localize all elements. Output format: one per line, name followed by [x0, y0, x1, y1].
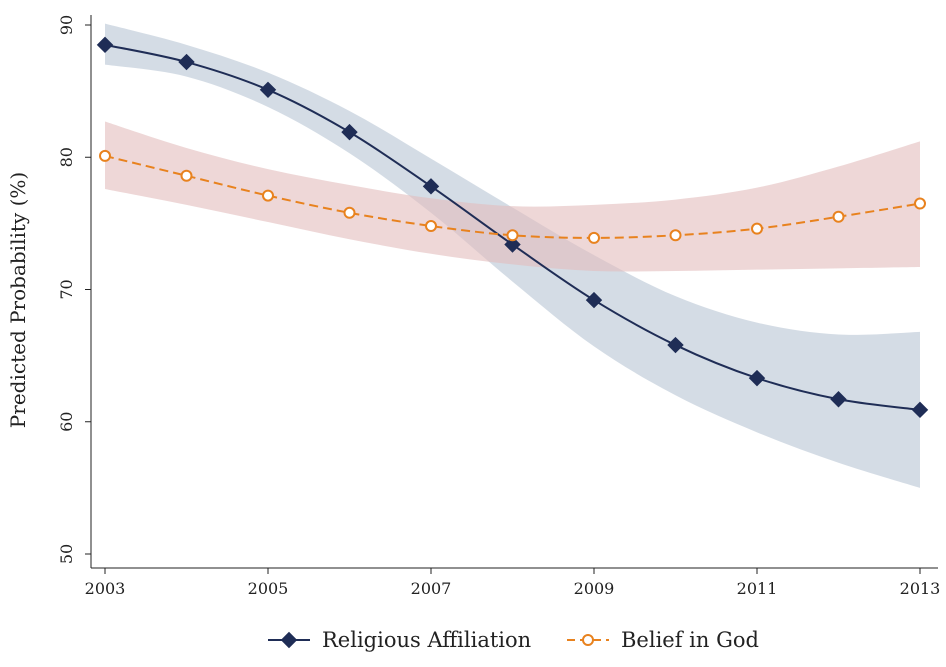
data-point-marker — [669, 229, 682, 242]
x-tick-label: 2007 — [411, 579, 452, 598]
legend-marker — [582, 634, 594, 646]
legend-label: Religious Affiliation — [322, 628, 531, 652]
x-ticks: 2003 2005 2007 2009 2011 2013 — [85, 568, 941, 598]
data-point-marker — [343, 206, 356, 219]
data-point-marker — [751, 222, 763, 235]
data-point-marker — [914, 197, 926, 210]
confidence-bands — [105, 23, 920, 488]
data-point-marker — [259, 81, 277, 99]
data-point-marker — [506, 229, 519, 242]
data-point-marker — [96, 36, 114, 54]
x-tick-label: 2003 — [85, 579, 126, 598]
legend: Religious Affiliation Belief in God — [268, 628, 759, 652]
data-point-marker — [180, 169, 193, 182]
y-axis-title: Predicted Probability (%) — [6, 172, 30, 428]
confidence-band — [105, 121, 920, 272]
data-point-marker — [585, 291, 603, 309]
data-point-marker — [504, 236, 521, 253]
y-tick-label: 60 — [57, 412, 76, 432]
y-tick-label: 90 — [57, 15, 76, 35]
data-point-marker — [425, 220, 437, 233]
y-tick-label: 80 — [57, 147, 76, 167]
data-point-marker — [832, 210, 845, 223]
axes — [90, 15, 938, 569]
x-tick-label: 2013 — [900, 579, 941, 598]
x-tick-label: 2005 — [248, 579, 289, 598]
data-point-marker — [341, 123, 358, 141]
y-tick-label: 50 — [57, 544, 76, 564]
data-point-marker — [748, 369, 766, 387]
series-markers — [96, 36, 929, 419]
y-ticks: 50 60 70 80 90 — [57, 15, 91, 564]
legend-marker — [280, 631, 298, 649]
data-point-marker — [911, 401, 929, 419]
data-point-marker — [178, 53, 195, 71]
data-point-marker — [830, 391, 847, 408]
legend-label: Belief in God — [621, 628, 759, 652]
data-point-marker — [422, 178, 440, 195]
data-point-marker — [588, 231, 600, 244]
data-point-marker — [99, 149, 111, 162]
x-tick-label: 2011 — [737, 579, 778, 598]
series-line — [104, 154, 921, 239]
y-tick-label: 70 — [57, 279, 76, 299]
x-tick-label: 2009 — [574, 579, 615, 598]
data-point-marker — [262, 189, 274, 202]
data-point-marker — [667, 336, 684, 354]
